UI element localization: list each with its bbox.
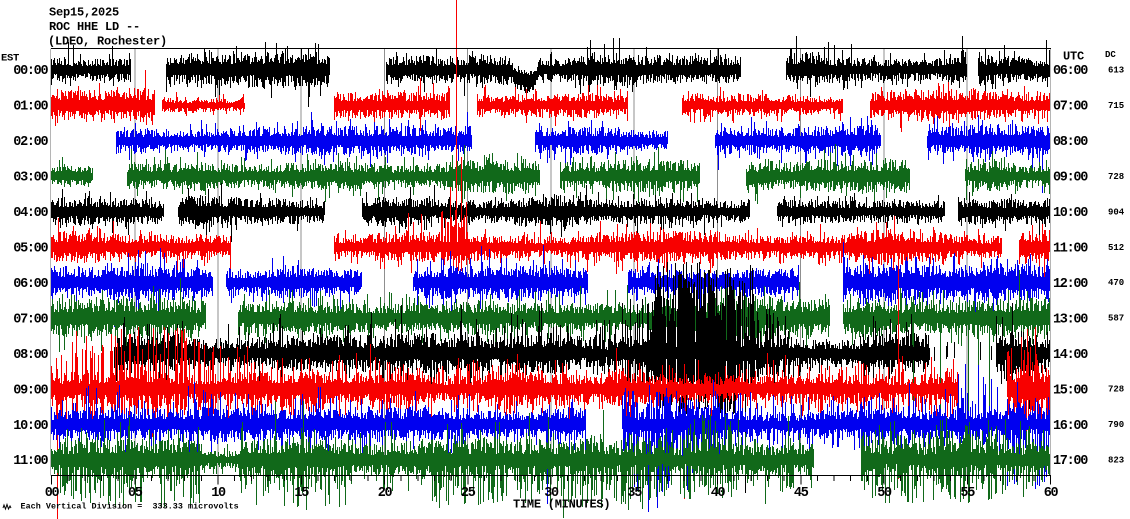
svg-text:50: 50 (877, 486, 892, 501)
svg-text:613: 613 (1108, 66, 1124, 76)
svg-text:TIME (MINUTES): TIME (MINUTES) (513, 498, 610, 512)
svg-text:14:00: 14:00 (1053, 348, 1088, 363)
svg-text:ROC HHE LD --: ROC HHE LD -- (49, 20, 140, 34)
svg-text:587: 587 (1108, 314, 1124, 324)
svg-text:09:00: 09:00 (13, 383, 48, 398)
svg-text:20: 20 (378, 486, 393, 501)
svg-text:17:00: 17:00 (1053, 454, 1088, 469)
svg-text:728: 728 (1108, 172, 1124, 182)
svg-text:Sep15,2025: Sep15,2025 (49, 5, 119, 19)
svg-text:25: 25 (461, 486, 476, 501)
svg-text:15:00: 15:00 (1053, 383, 1088, 398)
svg-text:06:00: 06:00 (13, 277, 48, 292)
svg-text:12:00: 12:00 (1053, 277, 1088, 292)
svg-text:30: 30 (544, 486, 559, 501)
svg-text:05:00: 05:00 (13, 241, 48, 256)
svg-text:823: 823 (1108, 456, 1124, 466)
svg-text:06:00: 06:00 (1053, 64, 1088, 79)
svg-text:EST: EST (1, 52, 19, 64)
svg-text:55: 55 (960, 486, 975, 501)
svg-text:UTC: UTC (1063, 50, 1084, 64)
svg-text:08:00: 08:00 (13, 348, 48, 363)
svg-text:40: 40 (711, 486, 726, 501)
svg-text:05: 05 (128, 486, 143, 501)
svg-text:512: 512 (1108, 243, 1124, 253)
svg-text:60: 60 (1044, 486, 1059, 501)
svg-text:790: 790 (1108, 420, 1124, 430)
svg-text:10:00: 10:00 (13, 419, 48, 434)
svg-text:(LDEO, Rochester): (LDEO, Rochester) (48, 35, 167, 49)
svg-text:Each Vertical Division = 333.: Each Vertical Division = 333.33 microvol… (21, 502, 239, 512)
svg-text:13:00: 13:00 (1053, 312, 1088, 327)
svg-text:45: 45 (794, 486, 809, 501)
svg-text:470: 470 (1108, 278, 1124, 288)
svg-text:11:00: 11:00 (13, 454, 48, 469)
svg-text:02:00: 02:00 (13, 135, 48, 150)
svg-text:35: 35 (627, 486, 642, 501)
svg-text:00: 00 (45, 486, 60, 501)
svg-text:10: 10 (211, 486, 226, 501)
svg-text:04:00: 04:00 (13, 206, 48, 221)
svg-text:16:00: 16:00 (1053, 419, 1088, 434)
svg-text:728: 728 (1108, 385, 1124, 395)
svg-text:DC: DC (1105, 50, 1116, 60)
svg-text:07:00: 07:00 (1053, 100, 1088, 115)
svg-text:10:00: 10:00 (1053, 206, 1088, 221)
svg-text:03:00: 03:00 (13, 171, 48, 186)
svg-text:08:00: 08:00 (1053, 135, 1088, 150)
svg-text:07:00: 07:00 (13, 312, 48, 327)
svg-text:715: 715 (1108, 101, 1124, 111)
svg-text:00:00: 00:00 (13, 64, 48, 79)
svg-text:01:00: 01:00 (13, 100, 48, 115)
svg-text:09:00: 09:00 (1053, 171, 1088, 186)
svg-text:15: 15 (294, 486, 309, 501)
svg-text:904: 904 (1108, 207, 1125, 217)
svg-text:11:00: 11:00 (1053, 241, 1088, 256)
